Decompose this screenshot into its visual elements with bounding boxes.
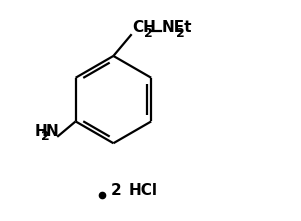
Text: CH: CH — [133, 20, 157, 35]
Text: HCl: HCl — [129, 183, 158, 198]
Text: NEt: NEt — [162, 20, 192, 35]
Text: 2: 2 — [41, 130, 50, 143]
Text: 2: 2 — [111, 183, 122, 198]
Text: 2: 2 — [144, 27, 153, 40]
Text: H: H — [34, 124, 47, 139]
Text: N: N — [46, 124, 58, 139]
Text: 2: 2 — [176, 27, 185, 40]
